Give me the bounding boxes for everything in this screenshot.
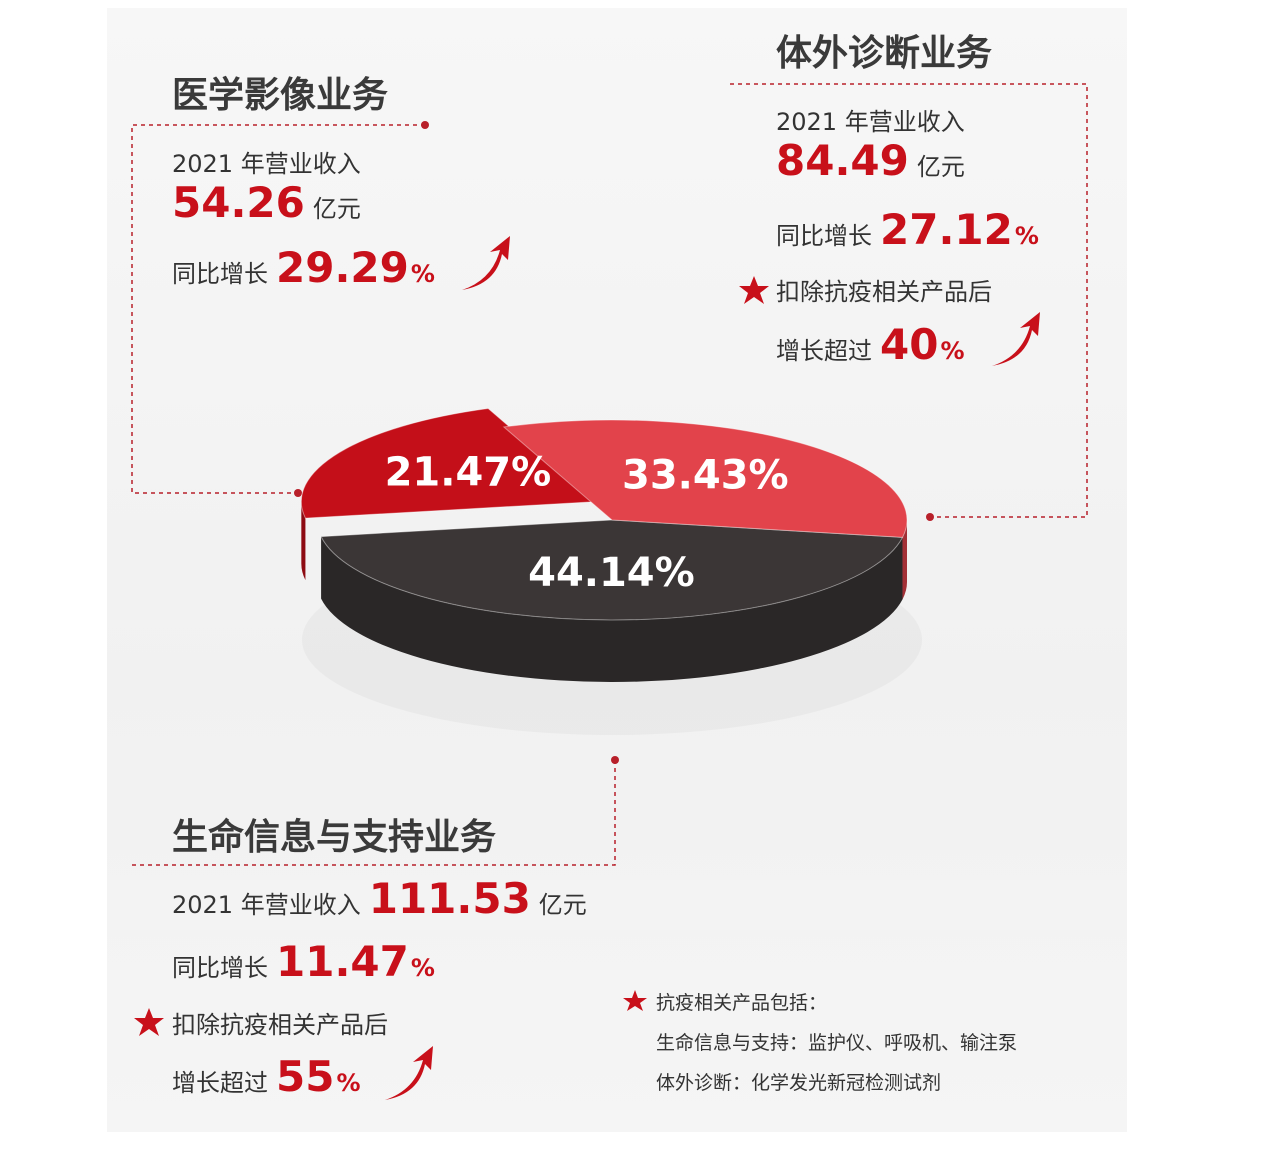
value: 27.12 [880,205,1013,254]
label: 同比增长 [776,222,872,250]
label: 增长超过 [172,1069,268,1097]
connectors [131,83,1088,866]
slice-label: 21.47% [385,450,552,496]
slice-label: 33.43% [622,452,789,498]
row: 扣除抗疫相关产品后 [776,272,992,307]
unit: % [940,337,965,365]
label: 同比增长 [172,260,268,288]
label: 2021 年营业收入 [172,150,361,178]
unit: % [1014,222,1039,250]
row: 2021 年营业收入 111.53 亿元 [172,874,587,923]
label: 2021 年营业收入 [172,891,361,919]
footnote-line: 体外诊断：化学发光新冠检测试剂 [656,1072,942,1094]
value: 11.47 [276,937,409,986]
value: 40 [880,320,939,369]
unit: 亿元 [312,195,361,223]
row: 增长超过 40% [776,320,965,369]
segment-title: 生命信息与支持业务 [172,817,497,858]
unit: 亿元 [916,153,965,181]
unit: % [410,954,435,982]
row: 2021 年营业收入 [776,102,965,137]
slice-side [321,536,903,682]
unit: % [410,260,435,288]
unit: 亿元 [538,891,587,919]
segment-title: 体外诊断业务 [776,33,993,74]
connector-dots [294,121,934,764]
row: 54.26 亿元 [172,178,361,227]
label: 同比增长 [172,954,268,982]
note: 扣除抗疫相关产品后 [172,1011,388,1039]
row: 同比增长 29.29% [172,243,435,292]
row: 2021 年营业收入 [172,144,361,179]
footnote-title: 抗疫相关产品包括： [656,992,828,1014]
row: 同比增长 27.12% [776,205,1039,254]
slice-label: 44.14% [528,550,695,596]
row: 增长超过 55% [172,1052,361,1101]
label: 2021 年营业收入 [776,108,965,136]
slice-side [301,501,306,581]
value: 55 [276,1052,335,1101]
value: 29.29 [276,243,409,292]
label: 增长超过 [776,337,872,365]
value: 111.53 [368,874,531,923]
slice [320,519,904,621]
row: 同比增长 11.47% [172,937,435,986]
slice [502,419,908,538]
row: 84.49 亿元 [776,136,965,185]
footnote-line: 生命信息与支持：监护仪、呼吸机、输注泵 [656,1032,1018,1054]
stars [134,276,769,1036]
value: 54.26 [172,178,305,227]
note: 扣除抗疫相关产品后 [776,278,992,306]
slice-side [902,520,907,600]
unit: % [336,1069,361,1097]
row: 扣除抗疫相关产品后 [172,1005,388,1040]
value: 84.49 [776,136,909,185]
arrows [385,236,1040,1100]
slice [300,408,598,519]
segment-title: 医学影像业务 [172,75,389,116]
